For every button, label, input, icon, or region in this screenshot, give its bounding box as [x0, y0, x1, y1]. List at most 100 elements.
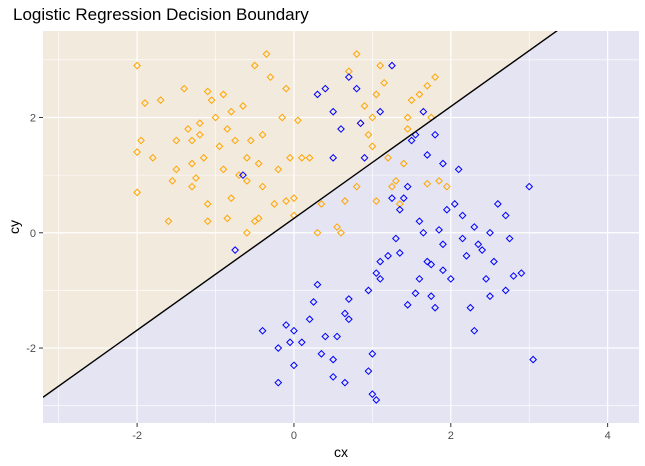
- class-1-point: [458, 211, 467, 220]
- class-0-point: [199, 153, 208, 162]
- class-1-point: [517, 269, 526, 278]
- class-1-point: [439, 159, 447, 168]
- class-0-point: [184, 125, 192, 133]
- class-0-point: [141, 99, 149, 107]
- class-0-point: [133, 188, 142, 197]
- class-1-point: [474, 240, 483, 249]
- class-1-point: [286, 338, 294, 347]
- class-1-point: [297, 338, 306, 347]
- class-0-point: [219, 90, 228, 99]
- class-1-point: [419, 228, 428, 237]
- y-tick-label: 0: [30, 228, 36, 240]
- data-points: [133, 50, 538, 404]
- class-1-point: [431, 303, 440, 312]
- class-0-point: [388, 182, 396, 191]
- class-0-point: [431, 73, 440, 82]
- class-1-point: [329, 372, 338, 381]
- class-0-point: [137, 136, 145, 145]
- major-gridlines: [43, 31, 639, 423]
- class-1-point: [364, 286, 373, 295]
- class-0-point: [172, 165, 181, 174]
- class-0-point: [227, 107, 236, 116]
- plot-panel: [43, 31, 639, 423]
- class-0-point: [360, 102, 369, 110]
- class-0-point: [415, 90, 424, 99]
- class-1-point: [490, 257, 498, 266]
- class-0-point: [195, 119, 204, 128]
- class-0-point: [384, 153, 392, 162]
- class-1-point: [231, 246, 240, 254]
- class-1-point: [435, 225, 443, 234]
- class-0-point: [333, 223, 341, 231]
- y-tick-label: 2: [30, 112, 36, 124]
- class-0-point: [188, 159, 196, 168]
- class-1-point: [274, 344, 283, 352]
- class-0-point: [403, 113, 412, 122]
- class-0-point: [313, 228, 322, 237]
- class-0-point: [156, 96, 165, 105]
- class-1-point: [411, 289, 420, 298]
- class-1-point: [395, 249, 404, 257]
- class-0-point: [188, 182, 196, 191]
- class-1-point: [317, 349, 326, 358]
- class-1-point: [274, 378, 283, 387]
- class-1-point: [337, 125, 345, 133]
- class-1-point: [486, 228, 494, 237]
- class-1-point: [290, 361, 298, 370]
- class-1-point: [333, 332, 341, 341]
- class-0-point: [203, 87, 212, 96]
- class-0-point: [223, 125, 232, 133]
- class-0-point: [227, 194, 236, 203]
- class-1-point: [415, 274, 424, 283]
- class-1-point: [427, 260, 436, 269]
- class-0-point: [352, 50, 361, 58]
- class-0-point: [172, 136, 181, 145]
- class-1-point: [439, 240, 447, 249]
- y-tick-label: -2: [26, 343, 36, 355]
- class-0-point: [399, 159, 408, 168]
- class-0-point: [239, 102, 247, 110]
- class-0-point: [282, 84, 291, 93]
- y-axis-ticks: -2 0 2: [26, 112, 43, 355]
- class-0-point: [376, 61, 385, 70]
- class-1-point: [376, 274, 385, 283]
- class-1-point: [388, 61, 396, 70]
- class-0-point: [290, 194, 298, 203]
- class-0-point: [192, 174, 200, 182]
- class-1-region: [43, 31, 639, 423]
- class-1-point: [313, 280, 322, 289]
- class-0-point: [148, 153, 157, 162]
- class-1-point: [368, 349, 377, 358]
- class-1-point: [427, 292, 436, 301]
- class-1-point: [344, 295, 353, 303]
- class-1-point: [364, 367, 373, 376]
- class-1-point: [282, 321, 291, 329]
- class-1-point: [403, 182, 412, 191]
- class-0-point: [223, 214, 232, 223]
- class-0-point: [407, 96, 416, 105]
- class-1-point: [305, 315, 314, 324]
- class-1-point: [321, 84, 330, 93]
- class-1-point: [376, 107, 385, 116]
- class-0-point: [258, 182, 267, 191]
- class-0-point: [180, 84, 189, 93]
- class-1-point: [423, 151, 432, 159]
- class-0-point: [278, 113, 287, 122]
- class-1-point: [442, 205, 451, 214]
- class-1-point: [431, 130, 440, 139]
- class-1-point: [462, 251, 471, 260]
- class-0-point: [293, 116, 302, 125]
- class-0-point: [242, 228, 251, 237]
- class-0-point: [242, 153, 251, 162]
- class-1-point: [450, 200, 459, 208]
- class-1-point: [344, 315, 353, 324]
- class-1-point: [329, 355, 338, 364]
- class-1-point: [529, 355, 538, 364]
- class-0-point: [250, 61, 259, 70]
- class-1-point: [439, 266, 447, 275]
- class-1-point: [505, 234, 514, 243]
- class-0-point: [270, 200, 279, 208]
- class-1-point: [290, 326, 298, 335]
- class-1-point: [321, 332, 330, 341]
